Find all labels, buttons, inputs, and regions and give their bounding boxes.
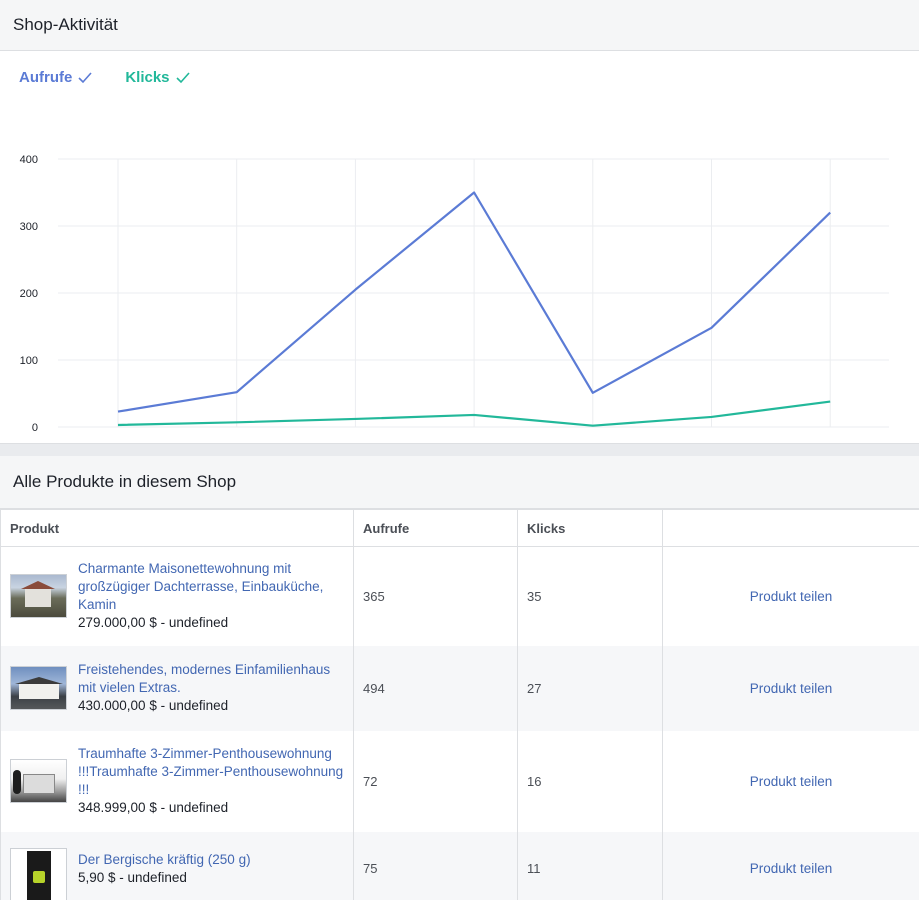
products-header: Alle Produkte in diesem Shop: [0, 456, 919, 509]
product-name-link[interactable]: Charmante Maisonettewohnung mit großzügi…: [78, 561, 324, 613]
legend-label-clicks: Klicks: [125, 69, 170, 86]
checkmark-icon: [78, 71, 92, 83]
clicks-cell: 27: [517, 645, 663, 731]
clicks-cell: 35: [517, 546, 663, 646]
y-tick-label: 300: [20, 221, 38, 233]
product-name-link[interactable]: Der Bergische kräftig (250 g): [78, 851, 251, 867]
views-cell: 72: [353, 730, 518, 832]
product-price: 348.999,00 $ - undefined: [78, 800, 229, 815]
product-price: 279.000,00 $ - undefined: [78, 615, 229, 631]
activity-header: Shop-Aktivität: [0, 0, 919, 51]
house-photo-icon[interactable]: [10, 574, 67, 619]
clicks-cell: 11: [517, 831, 663, 900]
legend-toggle-clicks[interactable]: Klicks: [125, 69, 190, 86]
legend-toggle-views[interactable]: Aufrufe: [19, 69, 92, 86]
chart-legend: Aufrufe Klicks: [19, 69, 190, 86]
views-cell: 75: [353, 831, 518, 900]
clicks-cell: 16: [517, 730, 663, 832]
table-row: Der Bergische kräftig (250 g) 5,90 $ - u…: [0, 831, 919, 900]
share-product-link[interactable]: Produkt teilen: [662, 730, 919, 832]
table-header-row: Produkt Aufrufe Klicks: [0, 509, 919, 547]
activity-title: Shop-Aktivität: [13, 15, 118, 34]
series-line-aufrufe: [117, 191, 831, 413]
section-divider: [0, 443, 919, 456]
views-cell: 494: [353, 645, 518, 731]
series-line-klicks: [117, 400, 831, 427]
y-tick-label: 100: [20, 355, 38, 367]
column-header-action: [662, 509, 919, 547]
products-table: Produkt Aufrufe Klicks Charmante Maisone…: [0, 509, 919, 900]
y-tick-label: 0: [32, 422, 38, 434]
building-photo-icon[interactable]: [10, 759, 67, 803]
views-cell: 365: [353, 546, 518, 646]
legend-label-views: Aufrufe: [19, 69, 73, 86]
product-cell: Freistehendes, modernes Einfamilienhaus …: [0, 645, 354, 731]
checkmark-icon: [175, 71, 190, 83]
products-title: Alle Produkte in diesem Shop: [13, 472, 237, 491]
activity-line-chart: 0100200300400Jan 16Jan 17Jan 18Jan 19Jan…: [20, 154, 889, 434]
share-product-link[interactable]: Produkt teilen: [662, 546, 919, 646]
house-photo-icon[interactable]: [10, 666, 67, 710]
y-tick-label: 200: [20, 288, 38, 300]
activity-chart-card: Aufrufe Klicks 0100200300400Jan 16Jan 17…: [0, 51, 919, 443]
product-name-link[interactable]: Traumhafte 3-Zimmer-Penthousewohnung !!!…: [78, 746, 344, 797]
table-row: Charmante Maisonettewohnung mit großzügi…: [0, 546, 919, 646]
product-cell: Charmante Maisonettewohnung mit großzügi…: [0, 546, 354, 646]
product-price: 5,90 $ - undefined: [78, 869, 187, 885]
share-product-link[interactable]: Produkt teilen: [662, 831, 919, 900]
column-header-clicks[interactable]: Klicks: [517, 509, 663, 547]
product-price: 430.000,00 $ - undefined: [78, 698, 229, 713]
product-cell: Traumhafte 3-Zimmer-Penthousewohnung !!!…: [0, 730, 354, 832]
y-tick-label: 400: [20, 154, 38, 166]
column-header-product[interactable]: Produkt: [0, 509, 354, 547]
product-name-link[interactable]: Freistehendes, modernes Einfamilienhaus …: [78, 662, 331, 695]
table-row: Traumhafte 3-Zimmer-Penthousewohnung !!!…: [0, 730, 919, 832]
coffee-package-icon[interactable]: [10, 847, 67, 900]
table-row: Freistehendes, modernes Einfamilienhaus …: [0, 645, 919, 731]
column-header-views[interactable]: Aufrufe: [353, 509, 518, 547]
share-product-link[interactable]: Produkt teilen: [662, 645, 919, 731]
product-cell: Der Bergische kräftig (250 g) 5,90 $ - u…: [0, 831, 354, 900]
